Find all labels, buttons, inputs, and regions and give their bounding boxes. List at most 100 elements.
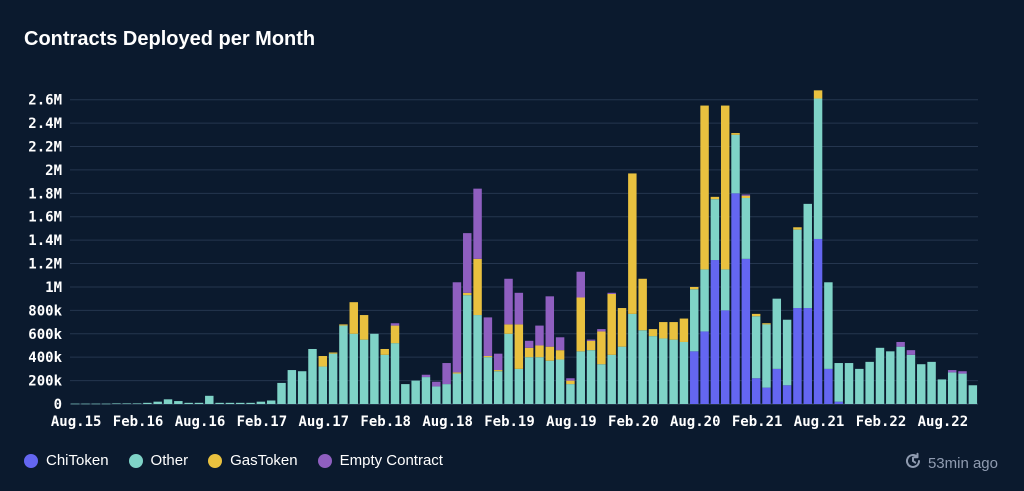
bar-segment-other[interactable] [205,395,214,404]
bar-segment-other[interactable] [483,357,493,404]
legend-item-gastoken[interactable]: GasToken [208,452,298,469]
bar-segment-gastoken[interactable] [597,331,606,365]
bar-segment-gastoken[interactable] [638,278,647,331]
bar-segment-gastoken[interactable] [751,313,761,317]
bar-segment-other[interactable] [411,380,420,404]
bar-segment-other[interactable] [163,399,173,404]
bar-segment-gastoken[interactable] [493,370,503,372]
bar-segment-empty-contract[interactable] [586,339,596,341]
bar-segment-gastoken[interactable] [545,346,555,361]
bar-segment-other[interactable] [607,354,616,404]
bar-segment-gastoken[interactable] [483,356,493,358]
bar-segment-chitoken[interactable] [772,368,782,404]
bar-segment-other[interactable] [545,360,555,404]
bar-segment-other[interactable] [648,336,658,404]
bar-segment-other[interactable] [308,348,317,404]
bar-segment-other[interactable] [968,385,978,404]
bar-segment-other[interactable] [132,403,142,405]
bar-segment-other[interactable] [731,134,740,194]
bar-segment-gastoken[interactable] [762,323,771,325]
bar-segment-other[interactable] [813,98,823,239]
bar-segment-other[interactable] [751,316,761,379]
bar-segment-other[interactable] [927,361,936,404]
bar-segment-chitoken[interactable] [751,378,761,404]
bar-segment-empty-contract[interactable] [442,363,451,385]
bar-segment-other[interactable] [741,198,751,259]
bar-segment-other[interactable] [122,403,131,405]
bar-segment-other[interactable] [865,361,874,404]
bar-segment-gastoken[interactable] [514,324,524,369]
bar-segment-other[interactable] [81,403,90,405]
bar-segment-other[interactable] [432,386,441,404]
bar-segment-gastoken[interactable] [339,324,348,326]
bar-segment-other[interactable] [947,372,957,404]
bar-segment-other[interactable] [370,333,379,404]
bar-segment-chitoken[interactable] [690,351,699,404]
bar-segment-other[interactable] [328,353,338,404]
bar-segment-other[interactable] [256,401,266,404]
bar-segment-gastoken[interactable] [452,372,462,374]
bar-segment-other[interactable] [555,359,565,404]
bar-segment-other[interactable] [421,377,431,404]
bar-segment-empty-contract[interactable] [421,374,431,378]
bar-segment-other[interactable] [958,373,967,404]
bar-segment-chitoken[interactable] [803,308,812,404]
bar-segment-gastoken[interactable] [535,345,544,358]
bar-segment-gastoken[interactable] [576,297,585,352]
bar-segment-other[interactable] [349,333,358,404]
bar-segment-empty-contract[interactable] [545,296,555,347]
bar-segment-empty-contract[interactable] [390,323,400,326]
bar-segment-other[interactable] [937,379,947,404]
bar-segment-other[interactable] [287,370,297,404]
bar-segment-gastoken[interactable] [648,329,658,337]
bar-segment-other[interactable] [844,363,854,404]
bar-segment-other[interactable] [855,368,864,404]
bar-segment-empty-contract[interactable] [514,292,524,325]
bar-segment-gastoken[interactable] [659,322,668,339]
bar-segment-gastoken[interactable] [617,308,627,347]
bar-segment-other[interactable] [535,357,544,404]
bar-segment-other[interactable] [359,339,369,404]
bar-segment-gastoken[interactable] [566,380,575,385]
bar-segment-other[interactable] [524,357,534,404]
bar-segment-other[interactable] [236,402,245,404]
legend-item-chitoken[interactable]: ChiToken [24,452,109,469]
bar-segment-gastoken[interactable] [607,293,616,355]
bar-segment-gastoken[interactable] [390,325,400,344]
bar-segment-gastoken[interactable] [318,356,328,367]
bar-segment-gastoken[interactable] [731,133,740,135]
bar-segment-gastoken[interactable] [586,340,596,351]
bar-segment-chitoken[interactable] [813,238,823,404]
bar-segment-other[interactable] [452,373,462,404]
bar-segment-gastoken[interactable] [813,90,823,99]
bar-segment-empty-contract[interactable] [576,271,585,298]
bar-segment-other[interactable] [442,384,451,404]
bar-segment-other[interactable] [143,402,152,404]
bar-segment-chitoken[interactable] [824,368,833,404]
bar-segment-other[interactable] [266,400,276,404]
bar-segment-other[interactable] [700,269,709,332]
bar-segment-gastoken[interactable] [741,195,751,199]
bar-segment-empty-contract[interactable] [535,325,544,346]
bar-segment-other[interactable] [215,402,224,404]
bar-segment-gastoken[interactable] [720,105,730,270]
bar-segment-other[interactable] [669,339,678,404]
bar-segment-other[interactable] [246,402,255,404]
bar-segment-other[interactable] [586,350,596,404]
bar-segment-other[interactable] [153,401,162,404]
bar-segment-other[interactable] [710,199,720,261]
bar-segment-other[interactable] [225,402,235,404]
bar-segment-gastoken[interactable] [628,173,637,314]
bar-segment-other[interactable] [473,315,482,404]
bar-segment-chitoken[interactable] [782,385,792,404]
bar-segment-empty-contract[interactable] [947,370,957,373]
bar-segment-gastoken[interactable] [359,315,369,340]
bar-segment-chitoken[interactable] [731,193,740,404]
bar-segment-other[interactable] [824,282,833,369]
bar-segment-other[interactable] [834,363,843,402]
bar-segment-empty-contract[interactable] [566,378,575,381]
bar-segment-other[interactable] [782,319,792,386]
bar-segment-other[interactable] [184,402,193,404]
bar-segment-other[interactable] [886,351,895,404]
bar-segment-gastoken[interactable] [555,350,565,360]
